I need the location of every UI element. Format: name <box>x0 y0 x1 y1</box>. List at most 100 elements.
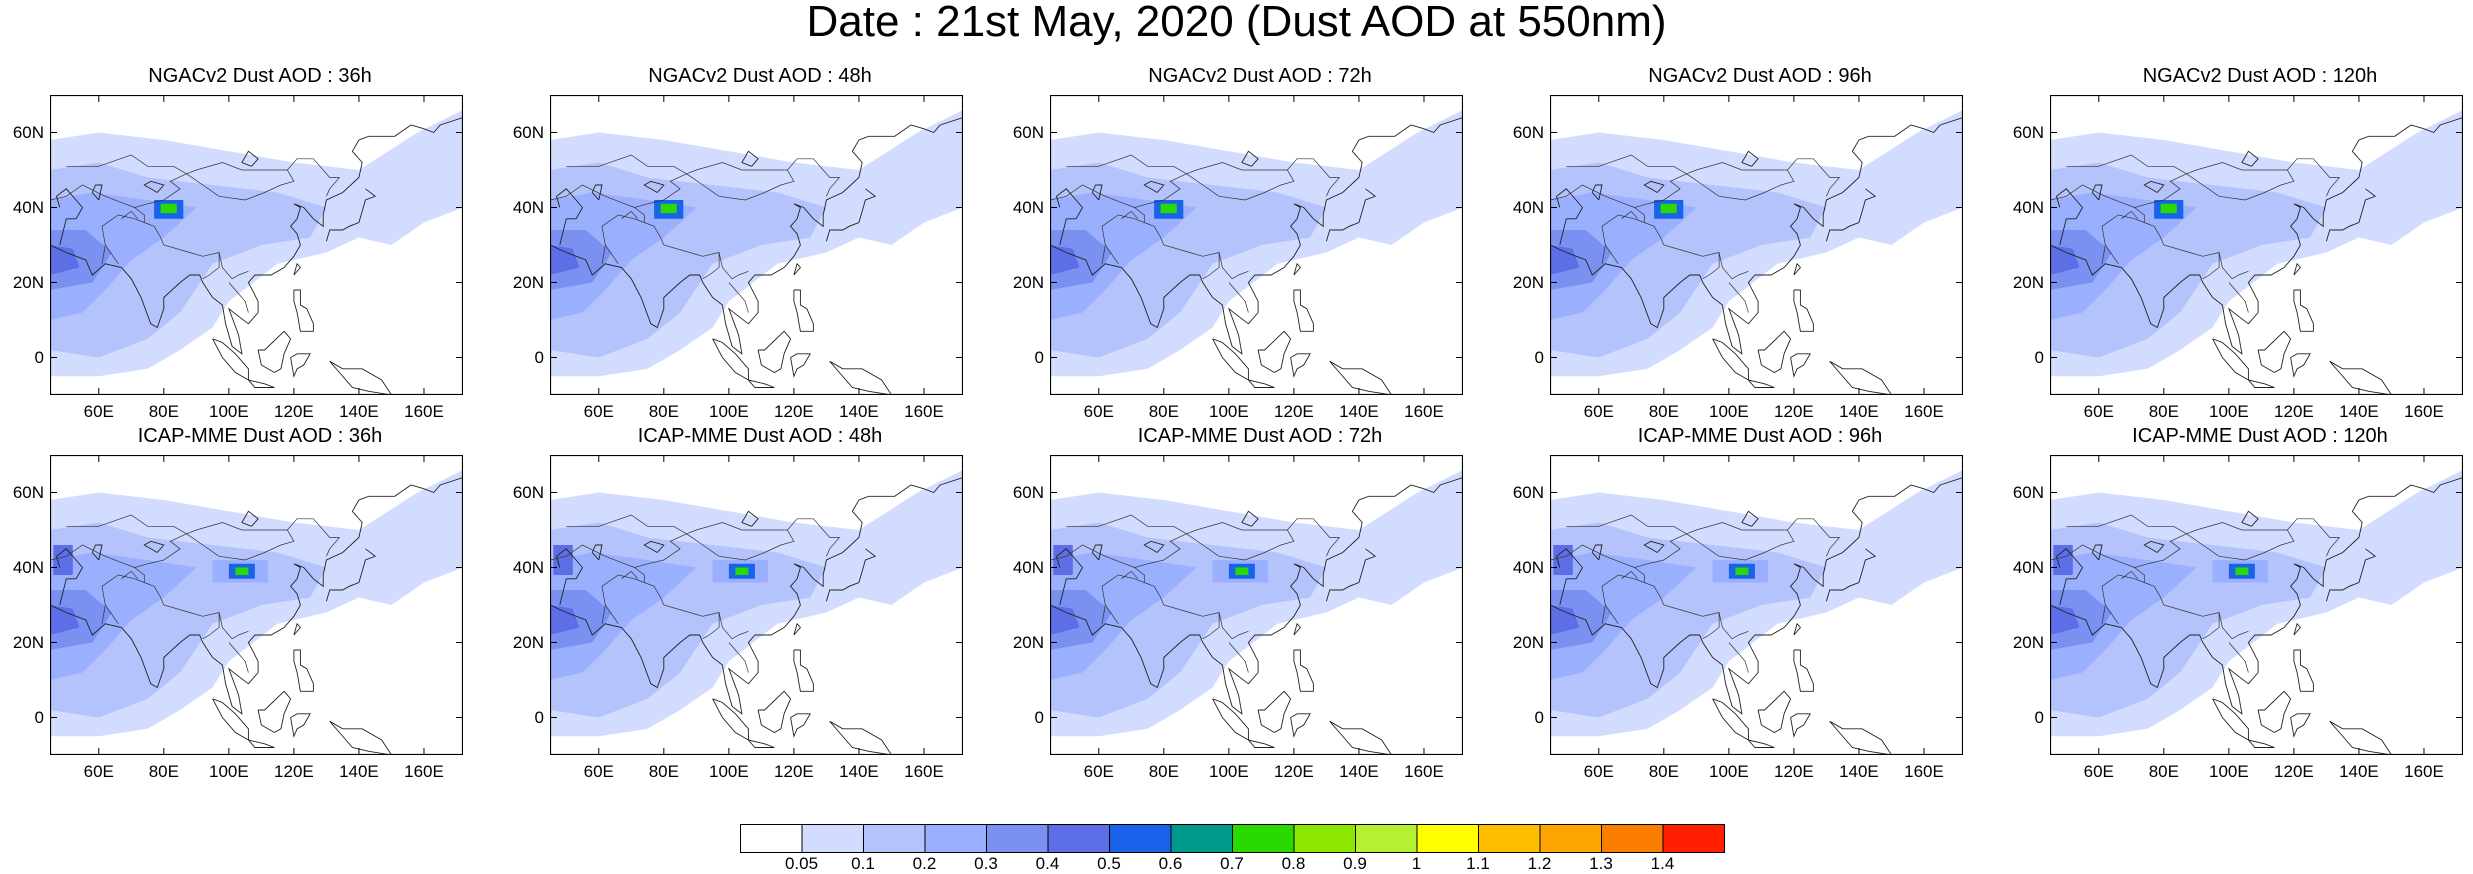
lon-tick-label: 140E <box>839 762 879 781</box>
lon-tick-label: 140E <box>1839 402 1879 421</box>
coastline <box>2212 698 2249 741</box>
country-border <box>1686 522 1788 535</box>
aod-shading-level-2 <box>2050 192 2197 320</box>
coastline <box>1741 150 1759 167</box>
coastline <box>1591 184 1603 201</box>
colorbar-swatches <box>740 824 1725 853</box>
country-border <box>133 158 341 223</box>
country-border <box>718 612 749 640</box>
aod-hotspot-0 <box>2053 545 2073 575</box>
coastline <box>257 330 292 374</box>
aod-shading-level-2 <box>1550 192 1697 320</box>
coastline <box>550 117 963 355</box>
coastline <box>825 188 877 242</box>
coastline <box>1741 510 1759 527</box>
lon-tick-label: 60E <box>83 762 114 781</box>
aod-map <box>2050 455 2463 755</box>
country-border <box>50 184 135 208</box>
coastline <box>1293 622 1301 636</box>
coastline <box>1055 188 1084 246</box>
lon-tick-label: 100E <box>2208 402 2249 421</box>
coastline <box>1825 548 1877 602</box>
country-border <box>1066 514 1187 535</box>
lat-tick-label: 40N <box>512 197 544 217</box>
map-frame <box>50 455 463 755</box>
coastline <box>1555 548 1584 606</box>
coastline <box>329 360 393 395</box>
lat-tick-label: 0 <box>2034 707 2044 727</box>
coastline <box>293 622 301 636</box>
coastline <box>793 622 801 636</box>
panel-title: NGACv2 Dust AOD : 72h <box>1148 65 1372 87</box>
aod-hotspot-1 <box>1160 203 1177 214</box>
coastline <box>757 690 792 734</box>
lon-tick-label: 100E <box>208 762 249 781</box>
panel-title: NGACv2 Dust AOD : 120h <box>2142 65 2378 87</box>
country-border <box>2186 522 2288 535</box>
coastline <box>1241 150 1259 167</box>
aod-hotspot-1 <box>660 203 677 214</box>
colorbar-swatch <box>801 824 864 853</box>
coastline <box>790 353 811 378</box>
lon-tick-label: 120E <box>1274 762 1314 781</box>
colorbar-label: 0.4 <box>1035 854 1060 873</box>
figure-title: Date : 21st May, 2020 (Dust AOD at 550nm… <box>806 0 1667 46</box>
coastline <box>1293 289 1314 332</box>
lon-tick-label: 60E <box>1583 762 1614 781</box>
coastline <box>829 360 893 395</box>
country-border <box>2050 184 2135 208</box>
aod-map <box>50 455 463 755</box>
map-frame <box>1550 455 1963 755</box>
lat-tick-label: 20N <box>2012 272 2044 292</box>
coastline <box>2325 548 2377 602</box>
country-border <box>1121 210 1139 220</box>
lat-tick-label: 40N <box>1512 557 1544 577</box>
colorbar-label: 1.4 <box>1650 854 1675 873</box>
aod-hotspot-0 <box>53 545 73 575</box>
coastline <box>1748 739 1775 748</box>
country-border <box>1133 158 1341 223</box>
coastline <box>1757 330 1792 374</box>
colorbar-swatch <box>924 824 987 853</box>
coastline <box>1257 690 1292 734</box>
country-border <box>1133 518 1341 583</box>
colorbar-swatch <box>1232 824 1295 853</box>
aod-shading-level-4 <box>2050 245 2080 275</box>
coastline <box>712 338 749 381</box>
lat-tick-label: 60N <box>1512 482 1544 502</box>
country-border <box>1218 612 1249 640</box>
colorbar-swatch <box>863 824 926 853</box>
colorbar-swatch <box>1293 824 1356 853</box>
country-border <box>550 544 635 568</box>
aod-shading-level-2 <box>1550 552 1697 680</box>
lon-tick-label: 80E <box>2148 762 2179 781</box>
coastline <box>793 289 814 332</box>
lon-tick-label: 140E <box>839 402 879 421</box>
coastline <box>257 690 292 734</box>
coastline <box>1055 548 1084 606</box>
country-border <box>186 162 288 175</box>
coastline <box>550 477 963 715</box>
aod-shading-level-4 <box>550 245 580 275</box>
lon-tick-label: 100E <box>1708 762 1749 781</box>
country-border <box>1601 214 1720 280</box>
lat-tick-label: 0 <box>1034 347 1044 367</box>
aod-hotspot-3 <box>235 567 249 575</box>
coastline <box>1293 262 1301 276</box>
coastline <box>248 739 275 748</box>
aod-shading-level-4 <box>550 605 580 635</box>
lon-tick-label: 120E <box>1774 402 1814 421</box>
lon-tick-label: 120E <box>1774 762 1814 781</box>
country-border <box>228 642 249 673</box>
lon-tick-label: 160E <box>904 402 944 421</box>
coastline <box>1793 649 1814 692</box>
colorbar-swatch <box>1170 824 1233 853</box>
country-border <box>686 162 788 175</box>
colorbar-swatch <box>1416 824 1479 853</box>
coastline <box>748 379 775 388</box>
colorbar-label: 0.6 <box>1158 854 1183 873</box>
country-border <box>1566 514 1687 535</box>
aod-hotspot-0 <box>553 545 573 575</box>
lat-tick-label: 20N <box>1512 272 1544 292</box>
country-border <box>2101 574 2220 640</box>
